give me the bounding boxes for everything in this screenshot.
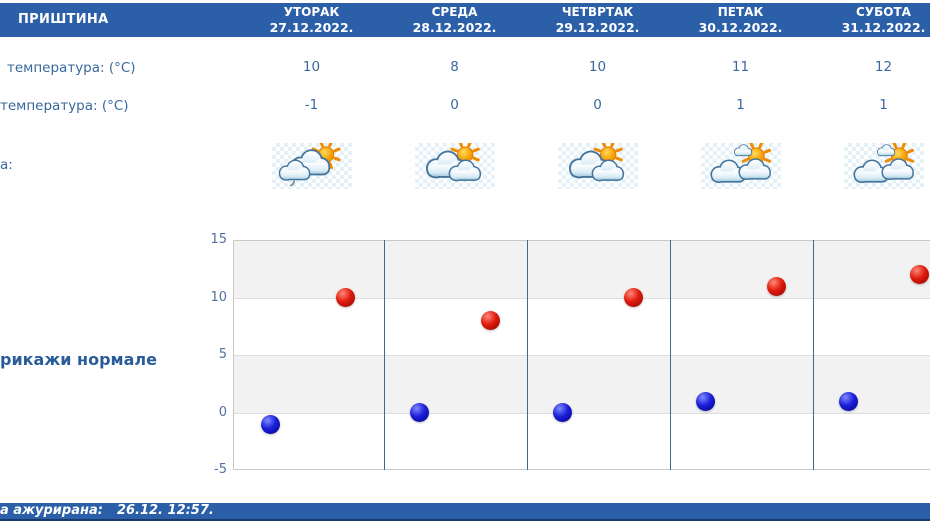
chart-band — [233, 240, 930, 298]
max-temp-row-label: температура: (°C) — [7, 60, 136, 76]
sun-behind-clouds-drizzle-icon — [278, 143, 341, 187]
max-temp-value: 10 — [302, 59, 321, 75]
day-name: УТОРАК — [283, 5, 340, 19]
show-normals-link[interactable]: рикажи нормале — [0, 350, 157, 369]
bottom-divider — [0, 519, 930, 521]
y-axis-tick-label: -5 — [214, 462, 227, 477]
update-status-bar: а ажурирана: 26.12. 12:57. — [0, 503, 930, 519]
table-header-bar: ПРИШТИНА УТОРАК 27.12.2022. СРЕДА 28.12.202… — [0, 3, 930, 37]
min-temp-value: 0 — [593, 97, 602, 113]
y-axis-tick-label: 0 — [218, 404, 227, 420]
chart-gridline — [233, 355, 930, 356]
day-header: СУБОТА 31.12.2022. — [812, 5, 930, 35]
phenomena-row-label: а: — [0, 157, 13, 173]
min-temp-value: 1 — [736, 97, 745, 113]
max-temp-value: 8 — [450, 59, 459, 75]
max-temp-value: 10 — [588, 59, 607, 75]
min-temp-point — [409, 403, 429, 422]
min-temp-value: -1 — [304, 97, 319, 113]
max-temp-point — [910, 265, 930, 284]
chart-day-separator — [383, 240, 385, 470]
weather-icon-cell — [414, 143, 495, 189]
day-name: СРЕДА — [431, 5, 478, 19]
y-axis-tick-label: 10 — [210, 289, 227, 305]
chart-gridline — [233, 412, 930, 414]
min-temp-value: 1 — [879, 97, 888, 113]
day-name: СУБОТА — [856, 5, 911, 19]
weather-icon-cell — [557, 143, 638, 189]
sun-small-cloud-clouds-icon — [852, 143, 914, 184]
day-date: 31.12.2022. — [841, 20, 926, 35]
y-axis-tick-label: 15 — [210, 232, 227, 247]
day-header: ЧЕТВРТАК 29.12.2022. — [526, 5, 669, 35]
day-header: СРЕДА 28.12.2022. — [383, 5, 526, 35]
sun-behind-clouds-icon — [425, 143, 481, 182]
sun-small-cloud-clouds-icon — [709, 143, 771, 184]
chart-band — [233, 355, 930, 413]
sun-behind-clouds-icon — [568, 143, 624, 182]
max-temp-value: 11 — [731, 59, 750, 75]
max-temp-value: 12 — [874, 59, 893, 75]
update-label: а ажурирана: — [0, 503, 103, 518]
day-name: ЧЕТВРТАК — [561, 5, 634, 19]
chart-day-separator — [669, 240, 671, 470]
chart-band — [233, 297, 930, 355]
chart-day-separator — [812, 240, 814, 470]
weather-icon-cell — [700, 143, 781, 189]
day-date: 27.12.2022. — [269, 20, 354, 35]
day-date: 28.12.2022. — [412, 20, 497, 35]
day-name: ПЕТАК — [717, 5, 764, 19]
max-temp-point — [336, 288, 356, 307]
day-date: 30.12.2022. — [698, 20, 783, 35]
max-temp-point — [481, 311, 501, 330]
day-date: 29.12.2022. — [555, 20, 640, 35]
weather-icon-cell — [271, 143, 352, 189]
min-temp-row-label: температура: (°C) — [0, 98, 129, 114]
min-temp-point — [695, 391, 715, 411]
chart-day-separator — [526, 240, 528, 470]
chart-gridline — [233, 297, 930, 299]
chart-band — [233, 412, 930, 470]
min-temp-point — [261, 414, 281, 434]
min-temp-value: 0 — [450, 97, 459, 113]
y-axis-tick-label: 5 — [218, 347, 227, 362]
weather-icon-cell — [843, 143, 924, 189]
day-header: ПЕТАК 30.12.2022. — [669, 5, 812, 35]
max-temp-point — [767, 276, 787, 296]
day-header: УТОРАК 27.12.2022. — [240, 5, 383, 35]
station-name: ПРИШТИНА — [18, 12, 109, 27]
max-temp-point — [624, 288, 644, 307]
min-temp-point — [552, 403, 572, 422]
update-time: 26.12. 12:57. — [116, 503, 214, 518]
min-temp-point — [838, 391, 858, 411]
